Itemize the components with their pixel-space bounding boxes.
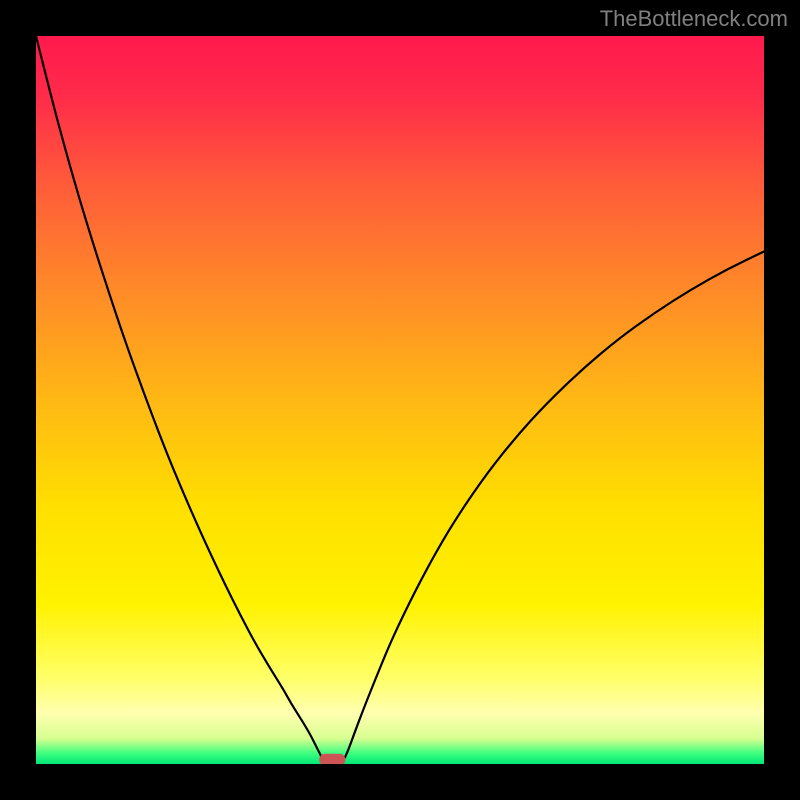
chart-svg <box>36 36 764 764</box>
chart-background <box>36 36 764 764</box>
bottleneck-chart <box>36 36 764 764</box>
watermark-text: TheBottleneck.com <box>600 6 788 32</box>
optimal-point-marker <box>319 754 345 764</box>
